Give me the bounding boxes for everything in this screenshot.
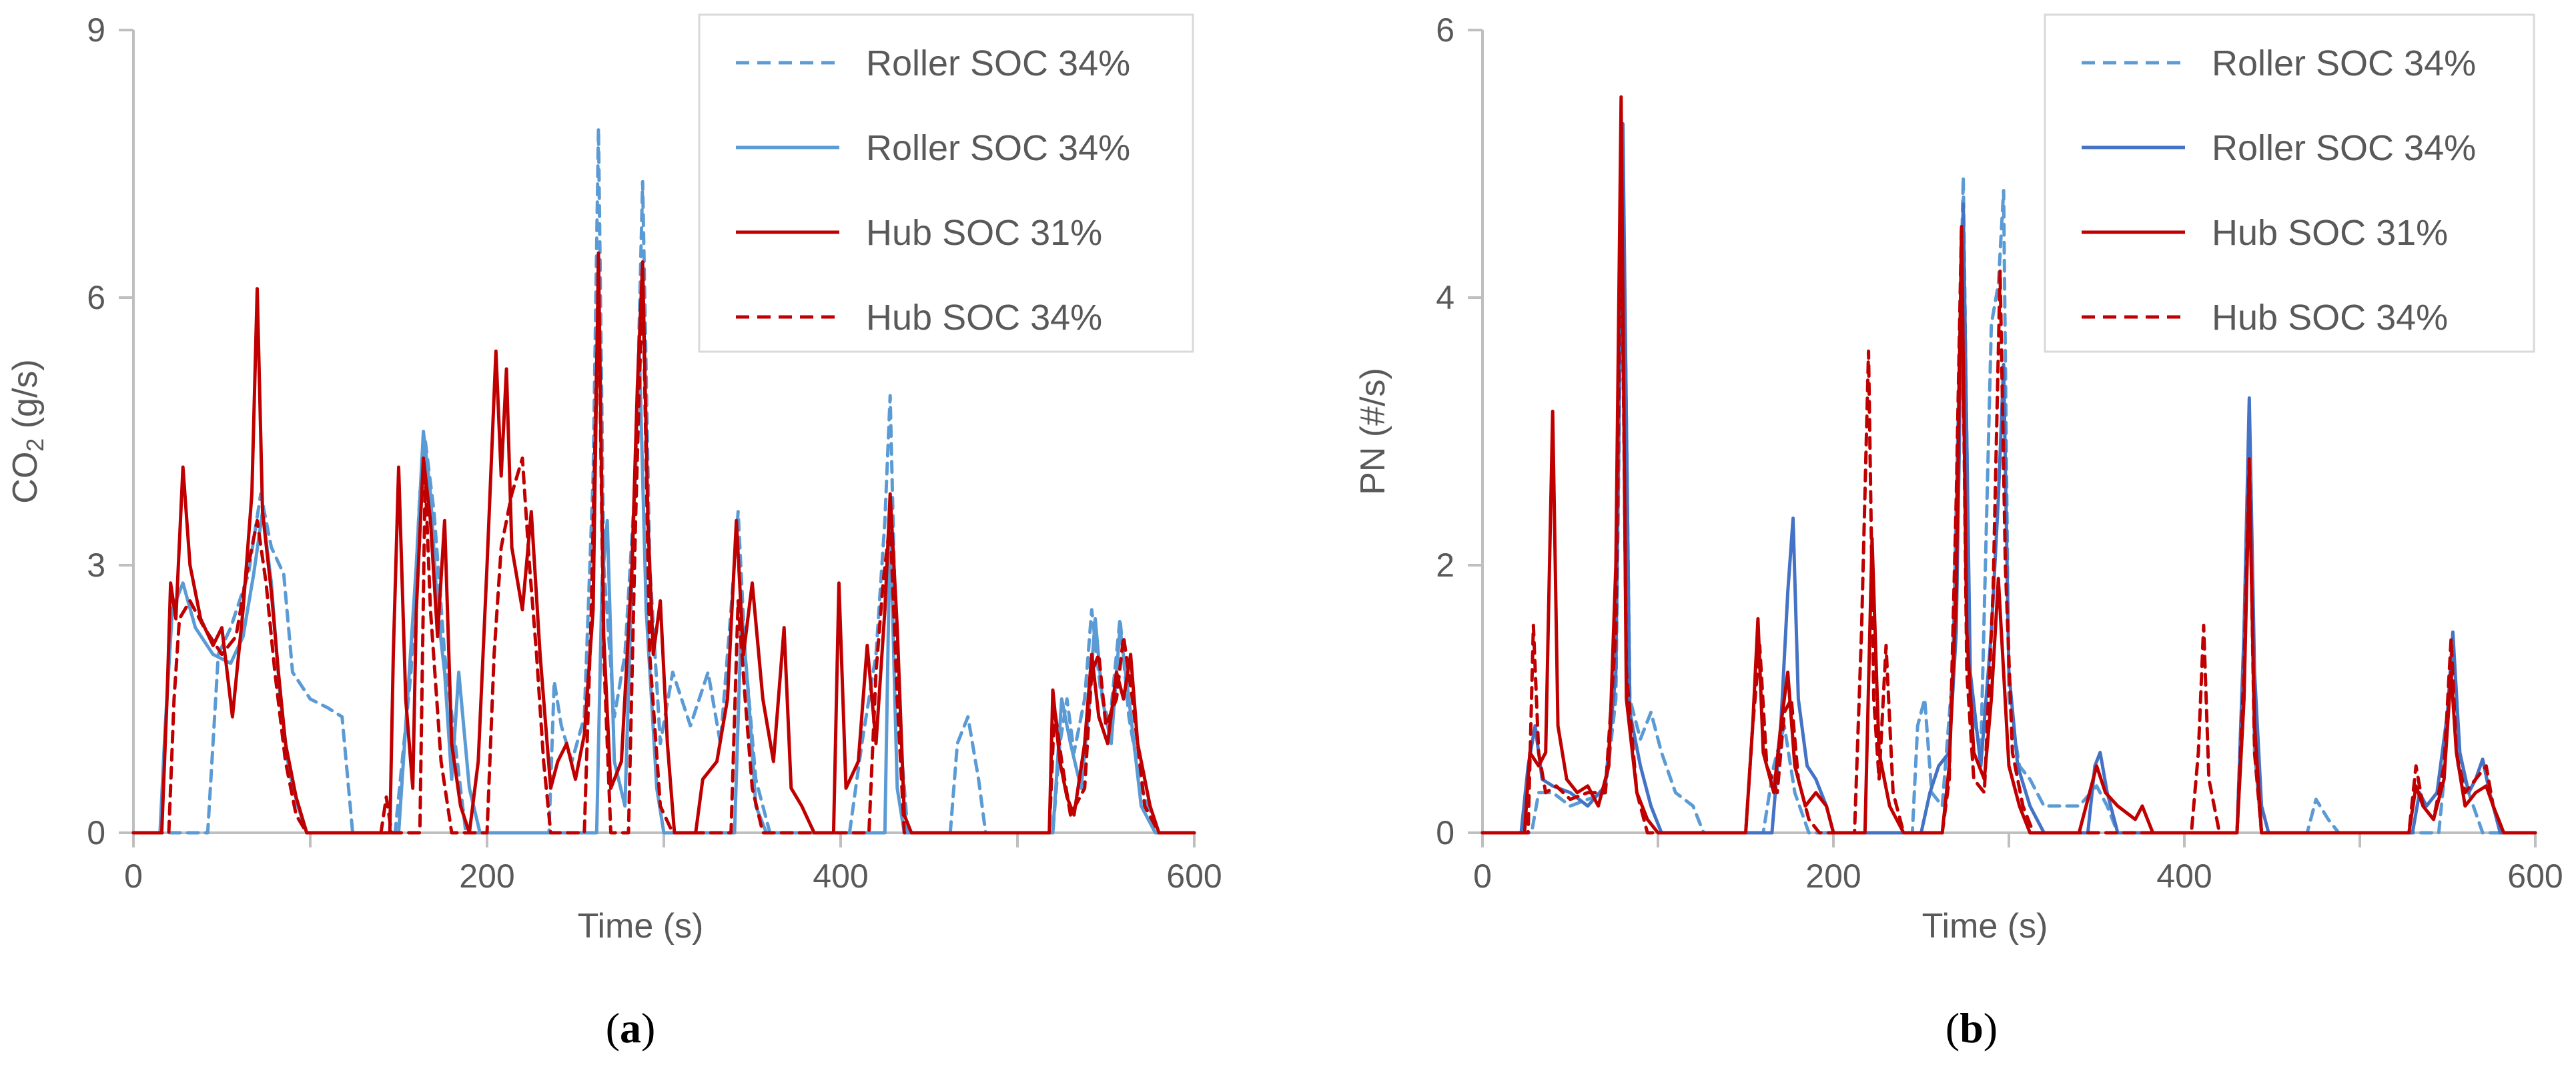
legend-entry: Hub SOC 31% <box>2212 213 2448 253</box>
y-tick-label: 4 <box>1436 279 1454 316</box>
series-line-2 <box>131 340 1196 835</box>
legend-box <box>2044 13 2535 353</box>
y-tick-label: 0 <box>1436 814 1454 851</box>
x-tick-label: 0 <box>124 857 143 895</box>
x-tick-label: 400 <box>813 857 868 895</box>
y-tick-label: 2 <box>1436 547 1454 584</box>
legend: Roller SOC 34% Roller SOC 34% Hub SOC 31… <box>2044 13 2535 353</box>
x-tick-marks <box>132 833 1196 847</box>
x-axis-label: Time (s) <box>1922 907 2048 946</box>
panel-label: (b) <box>1946 1004 1998 1052</box>
panel-label-letter: a <box>620 1004 641 1052</box>
y-axis-label: CO2 (g/s) <box>6 359 49 503</box>
legend-entry: Hub SOC 34% <box>866 298 1102 338</box>
x-tick-label: 600 <box>1166 857 1222 895</box>
legend-entry: Roller SOC 34% <box>866 128 1130 168</box>
chart-panel-a: 0 3 6 9 0 200 400 600 Time (s) CO2 (g/s)… <box>6 11 1222 1052</box>
y-tick-marks <box>119 29 133 834</box>
legend: Roller SOC 34% Roller SOC 34% Hub SOC 31… <box>698 13 1194 353</box>
panel-label: (a) <box>606 1004 656 1052</box>
y-tick-label: 3 <box>87 547 105 584</box>
chart-panel-b: 0 2 4 6 0 200 400 600 Time (s) PN (#/s) … <box>1354 11 2563 1052</box>
y-axis-label-main: PN (#/s) <box>1354 368 1392 495</box>
legend-entry: Roller SOC 34% <box>2212 43 2476 83</box>
y-tick-label: 9 <box>87 11 105 49</box>
series-group <box>1480 95 2537 835</box>
y-tick-label: 6 <box>87 279 105 316</box>
series-line-4 <box>131 269 1196 835</box>
legend-entry: Roller SOC 34% <box>866 43 1130 83</box>
series-line-4 <box>1480 162 2537 835</box>
y-tick-label: 0 <box>87 814 105 851</box>
x-tick-label: 400 <box>2156 857 2212 895</box>
x-tick-marks <box>1481 833 2537 847</box>
series-group <box>131 126 1196 835</box>
y-axis-label-main: CO <box>6 452 45 504</box>
y-axis-label-subscript: 2 <box>21 438 49 452</box>
legend-entry: Roller SOC 34% <box>2212 128 2476 168</box>
x-tick-label: 0 <box>1473 857 1492 895</box>
y-tick-marks <box>1468 29 1482 834</box>
x-tick-label: 600 <box>2507 857 2563 895</box>
panel-label-letter: b <box>1960 1004 1984 1052</box>
legend-entry: Hub SOC 34% <box>2212 298 2448 338</box>
legend-entry: Hub SOC 31% <box>866 213 1102 253</box>
x-tick-label: 200 <box>1805 857 1861 895</box>
y-axis-label: PN (#/s) <box>1354 368 1392 495</box>
y-tick-label: 6 <box>1436 11 1454 49</box>
x-tick-label: 200 <box>459 857 514 895</box>
x-axis-label: Time (s) <box>578 907 704 946</box>
legend-box <box>698 13 1194 353</box>
y-axis-label-unit: (g/s) <box>6 359 45 438</box>
series-line-3 <box>131 251 1196 835</box>
